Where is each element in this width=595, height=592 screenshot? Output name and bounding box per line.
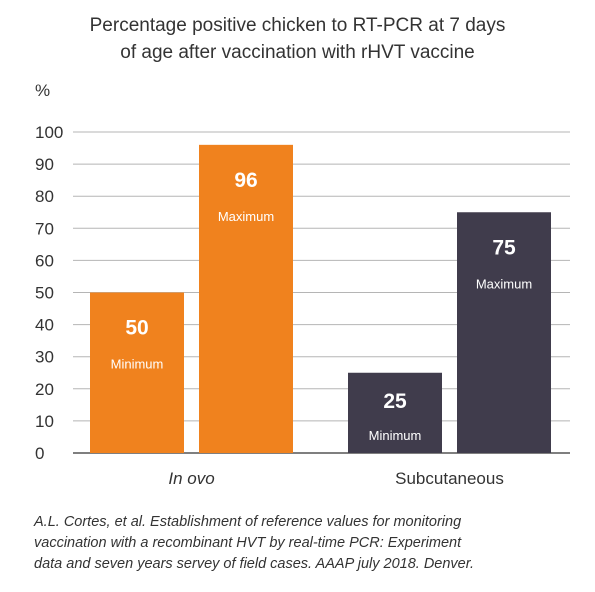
data-label-maximum: Maximum <box>218 209 274 224</box>
y-tick-label: 20 <box>35 380 54 399</box>
y-axis-label: % <box>35 81 50 100</box>
citation-line-3: data and seven years servey of field cas… <box>34 556 475 572</box>
data-label-value: 25 <box>383 390 407 413</box>
y-tick-label: 70 <box>35 219 54 238</box>
chart-title: Percentage positive chicken to RT-PCR at… <box>0 12 595 66</box>
data-label-value: 96 <box>234 169 257 192</box>
y-tick-label: 50 <box>35 284 54 303</box>
bar-minimum <box>90 292 184 453</box>
data-label-minimum: Minimum <box>111 357 164 372</box>
citation-line-2: vaccination with a recombinant HVT by re… <box>34 535 462 551</box>
chart-title-line-1: Percentage positive chicken to RT-PCR at… <box>89 15 506 36</box>
bar-maximum <box>457 212 551 453</box>
y-tick-label: 80 <box>35 187 54 206</box>
chart-title-line-2: of age after vaccination with rHVT vacci… <box>120 42 475 63</box>
citation-line-1: A.L. Cortes, et al. Establishment of ref… <box>34 514 462 530</box>
source-citation: A.L. Cortes, et al. Establishment of ref… <box>34 512 574 575</box>
y-tick-label: 100 <box>35 123 63 142</box>
y-tick-label: 10 <box>35 412 54 431</box>
x-category-label: In ovo <box>168 469 214 488</box>
data-label-maximum: Maximum <box>476 276 532 291</box>
y-tick-label: 90 <box>35 155 54 174</box>
y-tick-label: 40 <box>35 316 54 335</box>
bar-maximum <box>199 144 293 453</box>
y-tick-label: 30 <box>35 348 54 367</box>
data-label-minimum: Minimum <box>369 428 422 443</box>
bar-minimum <box>348 372 442 453</box>
y-tick-label: 0 <box>35 444 44 463</box>
bar-chart: % 0 10 20 30 40 50 60 70 80 90 100 50 Minimum 96 Maximu… <box>35 81 570 488</box>
data-label-value: 50 <box>125 317 148 340</box>
x-category-label: Subcutaneous <box>395 469 504 488</box>
y-tick-label: 60 <box>35 251 54 270</box>
data-label-value: 75 <box>492 236 516 259</box>
